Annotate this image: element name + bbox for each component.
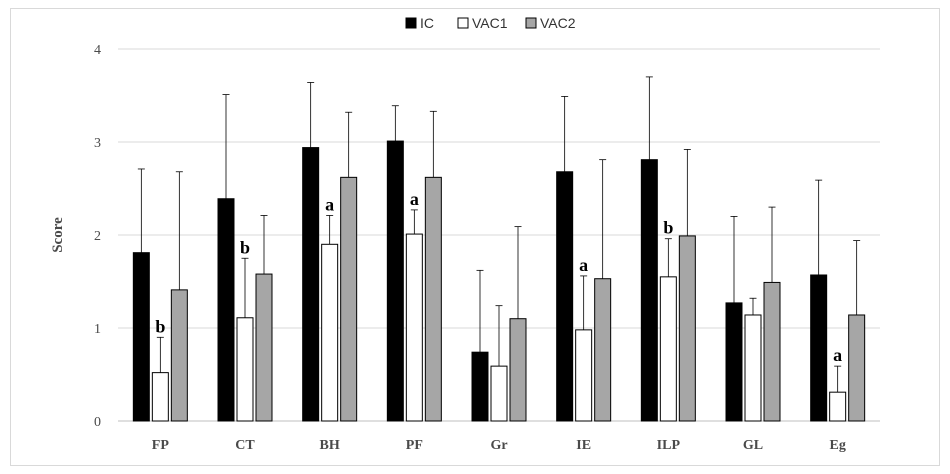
bar-vac2-gr (509, 318, 527, 422)
bar-vac1-fp (151, 372, 169, 422)
significance-label: b (663, 218, 673, 238)
y-tick-label: 4 (94, 43, 101, 58)
x-tick-label: FP (152, 438, 170, 453)
bar-vac2-eg (848, 314, 866, 422)
bar-ic-fp (132, 252, 150, 422)
legend-swatch-ic (405, 17, 417, 29)
bar-ic-pf (386, 140, 404, 422)
y-tick-labels: 0 1 2 3 4 (94, 43, 101, 430)
bar-vac2-ct (255, 273, 273, 422)
significance-label: a (579, 255, 588, 275)
bar-ic-gl (725, 302, 743, 422)
x-tick-label: GL (743, 438, 763, 453)
bar-vac1-ie (575, 329, 593, 422)
bar-vac2-ie (594, 278, 612, 422)
significance-label: b (155, 316, 165, 336)
bar-vac1-ct (236, 317, 254, 422)
legend-label-ic: IC (420, 15, 434, 31)
bar-vac2-fp (170, 289, 188, 422)
bar-vac1-gr (490, 365, 508, 422)
legend-swatch-vac2 (525, 17, 537, 29)
bar-ic-bh (302, 147, 320, 422)
bar-vac1-bh (321, 243, 339, 422)
x-tick-label: CT (235, 438, 255, 453)
significance-labels: b b a a a b a (155, 189, 842, 365)
legend: IC VAC1 VAC2 (405, 15, 576, 31)
bar-ic-ilp (640, 159, 658, 422)
y-tick-label: 0 (94, 415, 101, 430)
bar-ic-ie (556, 171, 574, 422)
bar-vac1-gl (744, 314, 762, 422)
x-tick-label: Eg (829, 438, 845, 453)
x-tick-label: ILP (657, 438, 681, 453)
y-tick-label: 3 (94, 136, 101, 151)
bar-ic-ct (217, 198, 235, 422)
bar-vac1-pf (405, 233, 423, 422)
significance-label: a (833, 345, 842, 365)
bar-vac2-ilp (678, 235, 696, 422)
x-tick-label: BH (320, 438, 340, 453)
significance-label: a (325, 194, 334, 214)
y-axis-label: Score (50, 217, 66, 253)
y-tick-label: 2 (94, 229, 101, 244)
bars (132, 140, 866, 422)
bar-vac2-pf (424, 176, 442, 422)
bar-vac2-bh (340, 176, 358, 422)
significance-label: b (240, 237, 250, 257)
legend-label-vac2: VAC2 (540, 15, 576, 31)
x-tick-label: PF (406, 438, 423, 453)
bar-vac1-ilp (659, 276, 677, 422)
x-tick-label: IE (576, 438, 591, 453)
legend-swatch-vac1 (457, 17, 469, 29)
bar-vac2-gl (763, 281, 781, 422)
significance-label: a (410, 189, 419, 209)
bar-ic-gr (471, 351, 489, 422)
bar-vac1-eg (829, 391, 847, 422)
x-tick-labels: FP CT BH PF Gr IE ILP GL Eg (152, 438, 846, 453)
error-bars (137, 76, 861, 393)
y-tick-label: 1 (94, 322, 101, 337)
bar-ic-eg (810, 274, 828, 422)
x-tick-label: Gr (490, 438, 507, 453)
legend-label-vac1: VAC1 (472, 15, 508, 31)
